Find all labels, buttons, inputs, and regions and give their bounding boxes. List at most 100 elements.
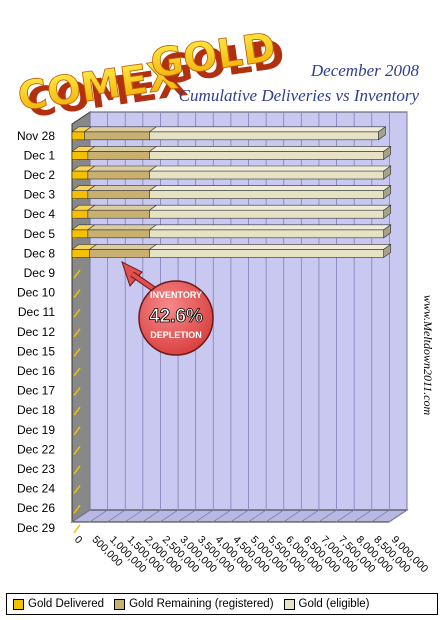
floor-gridline	[71, 509, 91, 523]
bar-segment-side-2	[383, 243, 392, 258]
floor-gridline	[283, 509, 302, 523]
bar-segment-1	[87, 170, 150, 180]
bar-segment-2	[149, 151, 385, 160]
bar-segment-top-1	[86, 185, 158, 191]
bar-segment-1	[89, 249, 150, 258]
bar-segment-0	[71, 151, 89, 160]
bar-segment-0	[71, 229, 89, 239]
floor-gridline	[107, 509, 126, 523]
chart-legend: Gold Delivered Gold Remaining (registere…	[6, 593, 438, 615]
bar-segment-top-2	[148, 204, 392, 211]
floor-gridline	[142, 509, 161, 523]
y-tick-label: Dec 8	[24, 246, 56, 260]
floor-gridline	[89, 509, 108, 523]
bar-segment-2	[149, 190, 385, 199]
y-axis-labels: Nov 28 Dec 1 Dec 2 Dec 3 Dec 4 Dec 5 Dec 8 Dec …	[17, 129, 55, 535]
y-tick-label: Dec 2	[24, 168, 56, 182]
bar-segment-top-1	[88, 244, 158, 250]
y-notch	[73, 269, 81, 279]
floor-gridline	[335, 509, 355, 523]
bar-segment-top-1	[86, 146, 158, 152]
legend-swatch-remaining	[114, 598, 126, 610]
y-tick-label: Dec 12	[17, 325, 55, 339]
y-tick-label: Dec 26	[17, 501, 55, 515]
bar-segment-1	[87, 229, 150, 239]
floor-gridline	[265, 509, 284, 523]
floor-gridline	[247, 509, 267, 523]
legend-swatch-eligible	[283, 598, 295, 610]
floor-gridline	[177, 509, 196, 523]
floor-gridlines	[71, 509, 408, 523]
y-notch	[73, 465, 81, 475]
y-tick-label: Dec 18	[17, 403, 55, 417]
bar-segment-top-1	[86, 204, 158, 211]
y-notch	[73, 387, 81, 397]
y-notch	[73, 289, 81, 299]
legend-item-eligible: Gold (eligible)	[283, 598, 370, 610]
legend-item-remaining: Gold Remaining (registered)	[114, 598, 274, 610]
bar-segment-0	[71, 249, 90, 258]
y-tick-label: Dec 15	[17, 344, 55, 358]
bars	[71, 126, 392, 258]
bar-segment-top-2	[148, 126, 387, 133]
bar-segment-top-2	[148, 244, 392, 250]
bar-segment-2	[149, 131, 379, 141]
y-notch	[73, 308, 81, 318]
floor-gridline	[159, 509, 179, 523]
floor-gridline	[124, 509, 144, 523]
chart-date: December 2008	[310, 61, 420, 80]
bar-segment-top-1	[83, 126, 158, 133]
legend-label-delivered: Gold Delivered	[28, 598, 105, 610]
legend-label-eligible: Gold (eligible)	[298, 598, 370, 610]
y-tick-label: Dec 4	[24, 207, 56, 221]
y-tick-label: Nov 28	[17, 129, 55, 143]
y-tick-label: Dec 9	[24, 266, 56, 280]
callout-label-bottom: DEPLETION	[150, 330, 202, 340]
y-tick-label: Dec 11	[18, 305, 55, 319]
bar-segment-2	[149, 229, 385, 239]
y-tick-label: Dec 17	[17, 384, 55, 398]
bar-segment-top-2	[148, 165, 392, 172]
y-notch	[73, 445, 81, 455]
y-tick-label: Dec 10	[17, 286, 55, 300]
bar-segment-top-2	[148, 185, 392, 191]
y-notch	[73, 328, 81, 338]
floor-gridline	[388, 509, 408, 523]
y-tick-label: Dec 24	[17, 482, 55, 496]
bar-segment-1	[84, 131, 150, 141]
chart-subtitle: Cumulative Deliveries vs Inventory	[179, 86, 420, 105]
bar-segment-side-2	[383, 145, 392, 160]
x-axis-labels: 0 500,0001,000,0001,500,0002,000,0002,500…	[72, 534, 431, 576]
floor-gridline	[212, 509, 232, 523]
legend-label-remaining: Gold Remaining (registered)	[129, 598, 274, 610]
y-tick-label: Dec 19	[17, 423, 55, 437]
bar-segment-2	[149, 209, 385, 219]
x-tick-label: 0	[72, 534, 85, 547]
bar-segment-2	[149, 249, 385, 258]
bar-segment-0	[71, 170, 89, 180]
bar-segment-side-2	[383, 165, 392, 180]
bar-segment-1	[87, 190, 150, 199]
watermark-text: www.Meltdown2011.com	[421, 295, 435, 416]
bar-segment-top-1	[86, 224, 158, 231]
callout-value: 42.6%	[149, 306, 203, 327]
y-tick-label: Dec 3	[24, 188, 56, 202]
callout-circle	[138, 280, 214, 356]
y-notch	[73, 504, 81, 514]
bar-segment-top-1	[86, 165, 158, 172]
y-tick-label: Dec 16	[17, 364, 55, 378]
y-tick-label: Dec 29	[17, 521, 55, 535]
legend-swatch-delivered	[13, 598, 24, 610]
y-notch	[73, 406, 81, 416]
y-tick-label: Dec 23	[17, 462, 55, 476]
y-tick-label: Dec 1	[24, 148, 56, 162]
bar-segment-0	[71, 190, 89, 199]
floor-gridline	[353, 509, 372, 523]
floor-gridline	[195, 509, 214, 523]
floor-gridline	[300, 509, 320, 523]
bar-segment-top-2	[148, 146, 392, 152]
callout-label-top: INVENTORY	[150, 290, 202, 300]
y-notch	[73, 426, 81, 436]
legend-item-delivered: Gold Delivered	[13, 598, 104, 610]
